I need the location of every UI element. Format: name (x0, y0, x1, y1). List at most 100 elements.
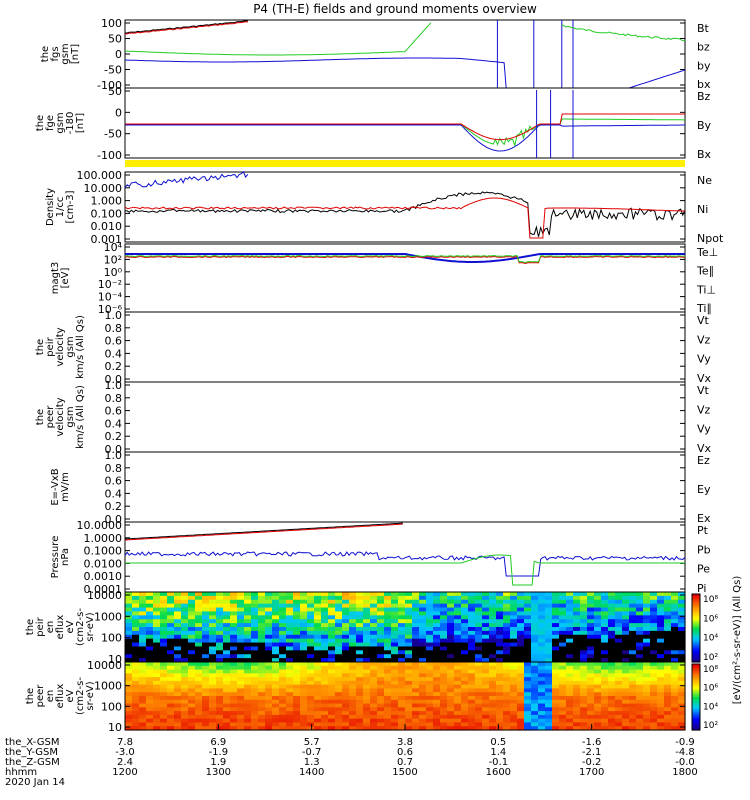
spectrogram-cell (125, 599, 133, 605)
spectrogram-cell (272, 722, 280, 727)
spectrogram-cell (335, 684, 343, 690)
spectrogram-cell (650, 696, 658, 701)
spectrogram-cell (482, 692, 490, 697)
spectrogram-cell (489, 722, 497, 727)
spectrogram-cell (279, 592, 287, 597)
spectrogram-cell (209, 688, 217, 693)
spectrogram-cell (489, 711, 497, 716)
spectrogram-cell (300, 642, 308, 648)
spectrogram-cell (608, 677, 616, 682)
spectrogram-cell (321, 603, 329, 609)
spectrogram-cell (223, 603, 231, 609)
spectrogram-cell (342, 688, 350, 693)
spectrogram-cell (300, 654, 308, 659)
y-axis-label-line: sr-eV) (85, 681, 96, 710)
spectrogram-cells (125, 592, 686, 663)
spectrogram-cell (468, 607, 476, 613)
spectrogram-cell (265, 673, 273, 678)
spectrogram-cell (188, 592, 196, 597)
spectrogram-cell (524, 599, 532, 605)
spectrogram-cell (671, 619, 679, 624)
spectrogram-cell (650, 711, 658, 716)
spectrogram-cell (377, 603, 385, 609)
spectrogram-cell (650, 654, 658, 659)
spectrogram-cell (132, 692, 140, 697)
spectrogram-cell (153, 595, 161, 601)
spectrogram-cell (650, 699, 658, 705)
spectrogram-cell (461, 658, 469, 663)
spectrogram-cell (440, 688, 448, 693)
spectrogram-cell (433, 722, 441, 727)
spectrogram-cell (279, 607, 287, 613)
spectrogram-cell (482, 650, 490, 655)
y-tick-label: 0.0 (105, 443, 123, 456)
spectrogram-cell (195, 603, 203, 609)
spectrogram-cell (160, 630, 168, 636)
spectrogram-cell (174, 603, 182, 609)
spectrogram-cell (342, 623, 350, 628)
spectrogram-cell (391, 638, 399, 644)
spectrogram-cell (153, 611, 161, 616)
spectrogram-cell (615, 662, 623, 667)
spectrogram-cell (258, 654, 266, 659)
spectrogram-cell (531, 642, 539, 648)
spectrogram-cell (566, 642, 574, 648)
spectrogram-cell (573, 692, 581, 697)
spectrogram-cell (209, 718, 217, 724)
spectrogram-cell (657, 669, 665, 674)
spectrogram-cell (573, 699, 581, 705)
spectrogram-cell (146, 595, 154, 601)
spectrogram-cell (482, 638, 490, 644)
x-tick-label: -0.1 (489, 757, 509, 768)
spectrogram-cell (202, 638, 210, 644)
spectrogram-cell (559, 595, 567, 601)
spectrogram-cell (503, 696, 511, 701)
spectrogram-cell (244, 726, 252, 731)
spectrogram-cell (496, 619, 504, 624)
spectrogram-cell (160, 592, 168, 597)
y-tick-label: 0 (115, 106, 122, 119)
spectrogram-cell (174, 650, 182, 655)
spectrogram-cell (510, 592, 518, 597)
spectrogram-cell (489, 642, 497, 648)
spectrogram-cell (594, 696, 602, 701)
spectrogram-cell (356, 646, 364, 651)
spectrogram-cell (454, 669, 462, 674)
spectrogram-cell (503, 714, 511, 720)
spectrogram-cell (153, 680, 161, 686)
spectrogram-cell (538, 615, 546, 620)
spectrogram-cell (650, 603, 658, 609)
spectrogram-cell (377, 658, 385, 663)
spectrogram-cell (503, 677, 511, 682)
spectrogram-cell (342, 592, 350, 597)
spectrogram-cell (314, 707, 322, 712)
spectrogram-cell (384, 662, 392, 667)
spectrogram-cell (244, 634, 252, 640)
spectrogram-cell (622, 711, 630, 716)
spectrogram-cell (356, 611, 364, 616)
spectrogram-cell (377, 592, 385, 597)
spectrogram-cell (475, 696, 483, 701)
y-axis-label-line: the (40, 46, 51, 62)
spectrogram-cell (650, 669, 658, 674)
spectrogram-cell (664, 718, 672, 724)
spectrogram-cell (293, 692, 301, 697)
spectrogram-cell (678, 665, 686, 671)
spectrogram-cell (405, 714, 413, 720)
y-axis-label: the fge gsm -180 [nT] (35, 112, 86, 135)
spectrogram-cell (454, 711, 462, 716)
spectrogram-cell (251, 722, 259, 727)
spectrogram-cell (650, 623, 658, 628)
spectrogram-cell (188, 611, 196, 616)
spectrogram-cell (335, 654, 343, 659)
spectrogram-cell (307, 722, 315, 727)
legend-ez: Ez (697, 454, 710, 467)
spectrogram-cell (419, 662, 427, 667)
spectrogram-cell (335, 699, 343, 705)
spectrogram-cell (230, 650, 238, 655)
spectrogram-cell (419, 603, 427, 609)
spectrogram-cell (566, 665, 574, 671)
spectrogram-cell (433, 595, 441, 601)
spectrogram-cell (293, 688, 301, 693)
